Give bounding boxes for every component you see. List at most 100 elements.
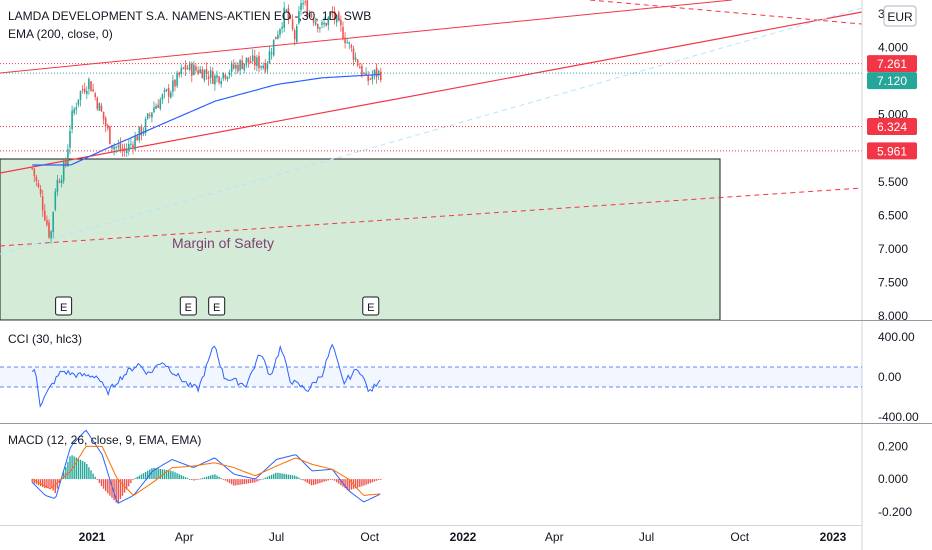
macd-histogram-bar — [222, 479, 224, 480]
macd-histogram-bar — [277, 472, 279, 480]
candle-body — [214, 75, 216, 85]
candle-body — [33, 168, 36, 177]
macd-histogram-bar — [67, 461, 69, 480]
macd-histogram-bar — [214, 474, 216, 480]
macd-histogram-bar — [325, 479, 327, 482]
macd-histogram-bar — [300, 478, 302, 480]
macd-histogram-bar — [264, 477, 266, 480]
earnings-marker[interactable] — [208, 296, 226, 316]
macd-histogram-bar — [48, 479, 50, 488]
macd-histogram-bar — [107, 479, 109, 494]
macd-histogram-bar — [79, 459, 82, 480]
macd-histogram-bar — [228, 479, 231, 484]
macd-histogram-bar — [375, 479, 378, 481]
candle-body — [337, 12, 340, 19]
macd-histogram-bar — [279, 473, 281, 480]
macd-histogram-bar — [184, 477, 187, 480]
macd-histogram-bar — [291, 475, 294, 480]
candle-body — [157, 104, 159, 108]
macd-legend: MACD (12, 26, close, 9, EMA, EMA) — [8, 433, 201, 447]
price-tag — [867, 72, 917, 90]
candle-body — [163, 90, 166, 93]
price-tag-label: 7.120 — [877, 74, 907, 88]
candle-body — [98, 103, 101, 111]
macd-histogram-bar — [144, 471, 147, 480]
candle-body — [354, 57, 357, 60]
earnings-marker[interactable] — [55, 296, 73, 316]
macd-histogram-bar — [138, 475, 140, 480]
time-tick-label: Jul — [269, 530, 284, 544]
candle-body — [71, 110, 73, 130]
candle-body — [363, 73, 365, 75]
projection-line — [0, 7, 863, 255]
macd-histogram-bar — [125, 479, 128, 490]
macd-histogram-bar — [380, 479, 382, 480]
macd-histogram-bar — [230, 479, 233, 485]
macd-histogram-bar — [340, 479, 342, 486]
candle-body — [308, 12, 311, 17]
macd-histogram-bar — [102, 479, 105, 489]
candle-body — [289, 16, 292, 19]
candle-body — [356, 59, 359, 66]
candle-body — [104, 118, 107, 127]
earnings-marker[interactable] — [179, 296, 197, 316]
macd-histogram-bar — [319, 479, 321, 484]
candle-body — [235, 64, 237, 69]
macd-histogram-bar — [258, 479, 260, 481]
candle-body — [247, 57, 250, 63]
currency-badge[interactable] — [883, 5, 917, 27]
macd-histogram-bar — [371, 479, 374, 483]
macd-histogram-bar — [96, 479, 98, 480]
macd-histogram-bar — [365, 479, 367, 485]
price-tag-label: 5.961 — [877, 144, 907, 158]
candle-body — [365, 72, 367, 76]
macd-histogram-bar — [153, 467, 155, 480]
macd-histogram-bar — [201, 477, 203, 480]
candle-body — [207, 76, 210, 80]
price-axis[interactable]: 8.0007.5007.0006.5005.5005.0004.5004.000… — [867, 7, 917, 323]
candle-body — [253, 55, 256, 66]
cci-pane: 400.00 0.00 -400.00 — [0, 330, 919, 424]
candle-body — [41, 196, 44, 211]
macd-histogram-bar — [346, 479, 348, 490]
macd-histogram-bar — [283, 473, 285, 480]
macd-histogram-bar — [54, 479, 56, 494]
candle-body — [96, 97, 99, 109]
macd-histogram-bar — [321, 479, 323, 483]
macd-histogram-bar — [306, 479, 308, 483]
candle-body — [333, 11, 336, 20]
candle-body — [195, 66, 197, 71]
macd-histogram-bar — [161, 469, 164, 480]
candle-body — [281, 26, 283, 29]
signal-line — [31, 445, 381, 496]
time-axis[interactable]: 2021 Apr Jul Oct 2022 Apr Jul Oct 2023 — [79, 530, 847, 544]
candle-body — [39, 188, 42, 194]
earnings-marker[interactable] — [362, 296, 380, 316]
cci-tick-label: -400.00 — [878, 410, 919, 424]
macd-histogram-bar — [75, 457, 77, 480]
earnings-marker-label: E — [367, 302, 374, 314]
macd-histogram-bar — [81, 460, 84, 480]
candle-body — [312, 18, 315, 23]
candle-body — [54, 191, 57, 210]
candle-body — [319, 27, 321, 29]
time-tick-label: 2022 — [450, 530, 477, 544]
candle-body — [314, 22, 317, 25]
candle-body — [92, 89, 94, 92]
macd-histogram-bar — [117, 479, 119, 503]
macd-histogram-bar — [180, 475, 182, 480]
candle-body — [287, 8, 290, 19]
macd-histogram-bar — [170, 470, 172, 480]
macd-histogram-bar — [104, 479, 107, 492]
macd-histogram-bar — [205, 476, 208, 480]
macd-histogram-bar — [296, 476, 298, 480]
cci-tick-label: 400.00 — [878, 330, 915, 344]
macd-histogram-bar — [363, 479, 365, 486]
candle-body — [237, 64, 239, 72]
candle-body — [58, 181, 61, 183]
macd-histogram-bar — [195, 479, 197, 480]
macd-histogram-bar — [317, 479, 319, 484]
macd-histogram-bar — [46, 479, 48, 489]
